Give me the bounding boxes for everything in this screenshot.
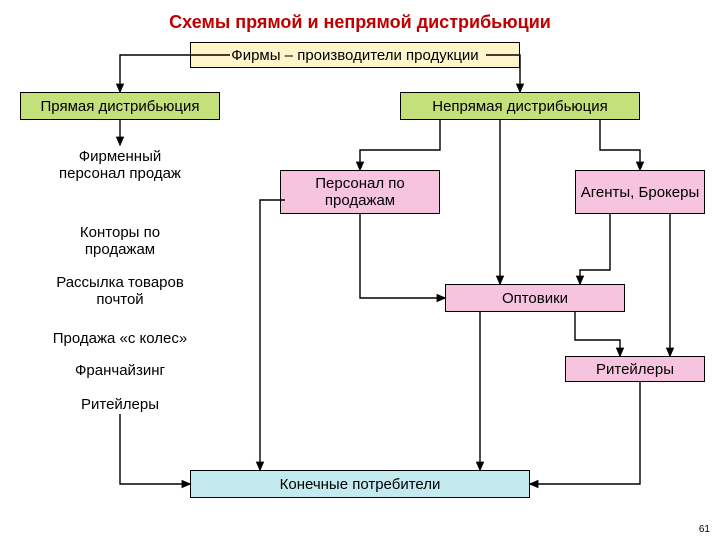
node-direct: Прямая дистрибьюция (20, 92, 220, 120)
node-label: Персонал по продажам (283, 175, 437, 209)
plain-wheels: Продажа «с колес» (40, 330, 200, 347)
node-wholesalers: Оптовики (445, 284, 625, 312)
node-sales-pers: Персонал по продажам (280, 170, 440, 214)
plain-mail: Рассылка товаров почтой (40, 274, 200, 308)
node-label: Непрямая дистрибьюция (432, 98, 608, 115)
node-label: Оптовики (502, 290, 568, 307)
node-label: Ритейлеры (596, 361, 674, 378)
plain-firm-staff: Фирменный персонал продаж (45, 148, 195, 182)
node-agents: Агенты, Брокеры (575, 170, 705, 214)
node-label: Агенты, Брокеры (581, 184, 699, 201)
node-consumers: Конечные потребители (190, 470, 530, 498)
node-indirect: Непрямая дистрибьюция (400, 92, 640, 120)
plain-retailers-l: Ритейлеры (70, 396, 170, 413)
node-label: Прямая дистрибьюция (41, 98, 200, 115)
node-label: Конечные потребители (280, 476, 441, 493)
diagram-title: Схемы прямой и непрямой дистрибьюции (140, 12, 580, 33)
node-retailers-r: Ритейлеры (565, 356, 705, 382)
arrows-layer (0, 0, 720, 540)
plain-offices: Конторы по продажам (55, 224, 185, 258)
node-producers: Фирмы – производители продукции (190, 42, 520, 68)
plain-franchise: Франчайзинг (60, 362, 180, 379)
page-number: 61 (699, 524, 710, 535)
node-label: Фирмы – производители продукции (231, 47, 478, 64)
